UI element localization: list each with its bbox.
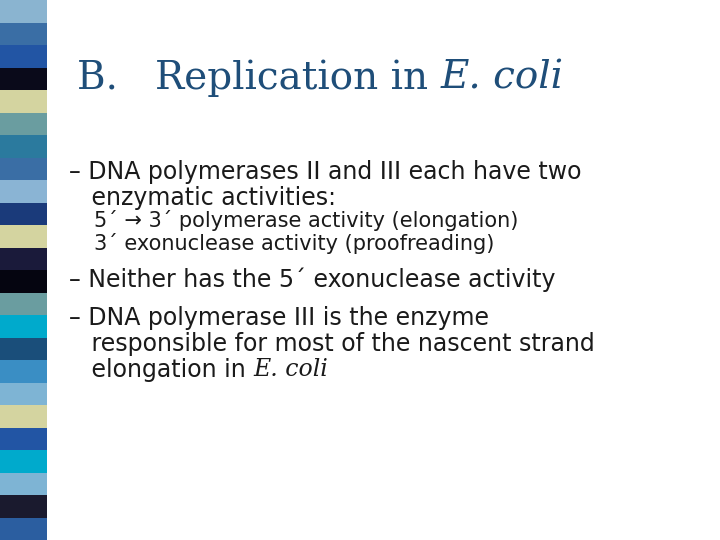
- Bar: [0, 450, 47, 472]
- Text: enzymatic activities:: enzymatic activities:: [69, 186, 336, 210]
- Bar: [0, 315, 47, 338]
- Bar: [0, 428, 47, 450]
- Bar: [0, 382, 47, 405]
- Text: – Neither has the 5´ exonuclease activity: – Neither has the 5´ exonuclease activit…: [69, 268, 556, 293]
- Bar: [0, 23, 47, 45]
- Text: elongation in: elongation in: [69, 358, 253, 382]
- Bar: [0, 68, 47, 90]
- Text: 3´ exonuclease activity (proofreading): 3´ exonuclease activity (proofreading): [94, 233, 495, 254]
- Bar: [0, 180, 47, 202]
- Bar: [0, 472, 47, 495]
- Bar: [0, 495, 47, 517]
- Bar: [0, 225, 47, 247]
- Bar: [0, 360, 47, 382]
- Text: – DNA polymerases II and III each have two: – DNA polymerases II and III each have t…: [69, 160, 582, 184]
- Text: responsible for most of the nascent strand: responsible for most of the nascent stra…: [69, 332, 595, 356]
- Bar: [0, 45, 47, 68]
- Bar: [0, 90, 47, 112]
- Bar: [0, 517, 47, 540]
- Bar: [0, 158, 47, 180]
- Text: B.   Replication in: B. Replication in: [77, 59, 441, 97]
- Bar: [0, 270, 47, 293]
- Text: 5´ → 3´ polymerase activity (elongation): 5´ → 3´ polymerase activity (elongation): [94, 210, 518, 231]
- Text: E. coli: E. coli: [253, 358, 328, 381]
- Bar: [0, 247, 47, 270]
- Bar: [0, 202, 47, 225]
- Bar: [0, 338, 47, 360]
- Bar: [0, 405, 47, 428]
- Text: – DNA polymerase III is the enzyme: – DNA polymerase III is the enzyme: [69, 306, 489, 330]
- Text: E. coli: E. coli: [441, 59, 564, 97]
- Bar: [0, 112, 47, 135]
- Bar: [0, 0, 47, 23]
- Bar: [0, 293, 47, 315]
- Bar: [0, 135, 47, 158]
